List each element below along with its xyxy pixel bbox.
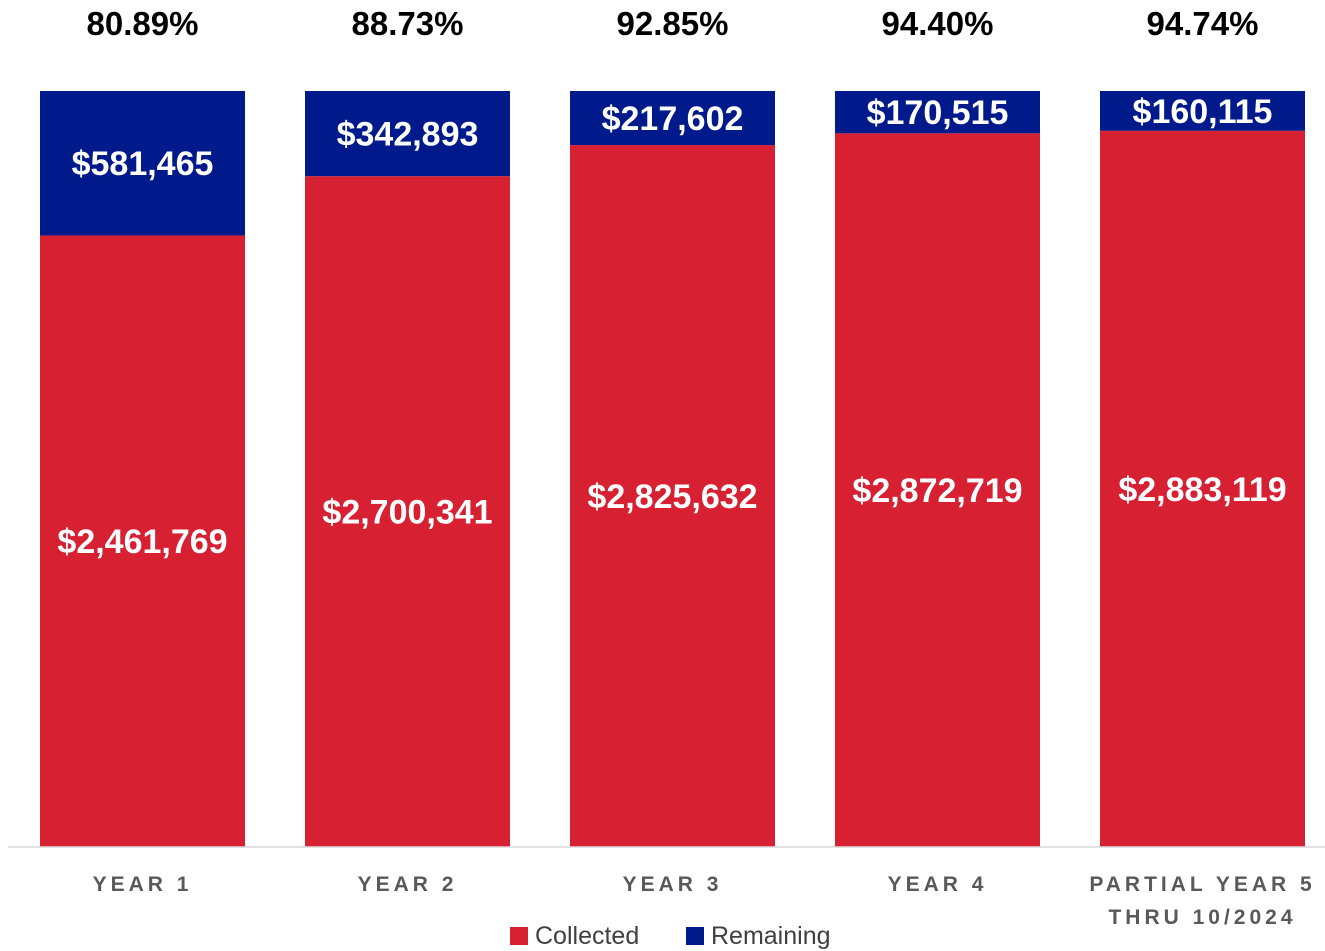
- percent-label-4: 94.40%: [882, 5, 994, 42]
- bar-collected-2: [305, 176, 510, 847]
- data-label-remaining-3: $217,602: [602, 100, 744, 138]
- bar-remaining-2: [305, 91, 510, 177]
- data-label-collected-5: $2,883,119: [1118, 471, 1286, 509]
- percent-label-5: 94.74%: [1147, 5, 1259, 42]
- data-label-remaining-2: $342,893: [337, 116, 479, 154]
- bars-group: $2,461,769 $581,465 $2,700,341 $342,893 $2,8…: [40, 91, 1305, 848]
- data-label-collected-2: $2,700,341: [322, 494, 492, 532]
- legend-label-remaining: Remaining: [711, 922, 831, 950]
- bar-remaining-4: [835, 91, 1040, 134]
- bar-collected-4: [835, 133, 1040, 848]
- data-label-collected-1: $2,461,769: [57, 523, 227, 561]
- bar-remaining-1: [40, 91, 245, 236]
- category-label-2: YEAR 2: [358, 873, 458, 896]
- bar-remaining-5: [1100, 91, 1305, 131]
- category-label-5-line-1: PARTIAL YEAR 5: [1089, 873, 1315, 896]
- percent-label-2: 88.73%: [352, 5, 464, 42]
- data-label-remaining-1: $581,465: [72, 145, 214, 183]
- legend-swatch-remaining: [686, 927, 704, 945]
- category-label-5-line-2: THRU 10/2024: [1108, 906, 1296, 929]
- bar-collected-1: [40, 235, 245, 847]
- bar-collected-3: [570, 145, 775, 848]
- percent-label-3: 92.85%: [617, 5, 729, 42]
- percent-label-1: 80.89%: [87, 5, 199, 42]
- legend-label-collected: Collected: [535, 922, 639, 950]
- legend: Collected Remaining: [510, 922, 831, 950]
- category-labels-group: YEAR 1 YEAR 2 YEAR 3 YEAR 4 PARTIAL YEAR 5 TH…: [93, 873, 1315, 929]
- legend-swatch-collected: [510, 927, 528, 945]
- percent-labels-group: 80.89% 88.73% 92.85% 94.40% 94.74%: [87, 5, 1259, 42]
- data-label-collected-4: $2,872,719: [852, 472, 1022, 510]
- category-label-3: YEAR 3: [623, 873, 723, 896]
- data-label-remaining-4: $170,515: [867, 94, 1009, 132]
- category-label-4: YEAR 4: [888, 873, 988, 896]
- bar-collected-5: [1100, 130, 1305, 847]
- data-label-collected-3: $2,825,632: [587, 478, 757, 516]
- bar-remaining-3: [570, 91, 775, 146]
- category-label-1: YEAR 1: [93, 873, 193, 896]
- data-label-remaining-5: $160,115: [1133, 93, 1273, 131]
